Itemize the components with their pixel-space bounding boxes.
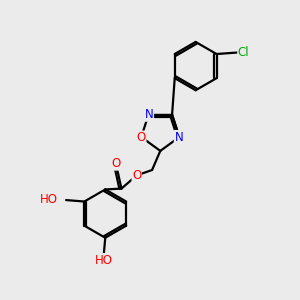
- Text: Cl: Cl: [238, 46, 249, 59]
- Text: N: N: [145, 108, 154, 121]
- Text: N: N: [174, 130, 183, 143]
- Text: HO: HO: [40, 193, 58, 206]
- Text: O: O: [132, 169, 141, 182]
- Text: O: O: [136, 131, 146, 144]
- Text: O: O: [112, 157, 121, 170]
- Text: HO: HO: [95, 254, 113, 267]
